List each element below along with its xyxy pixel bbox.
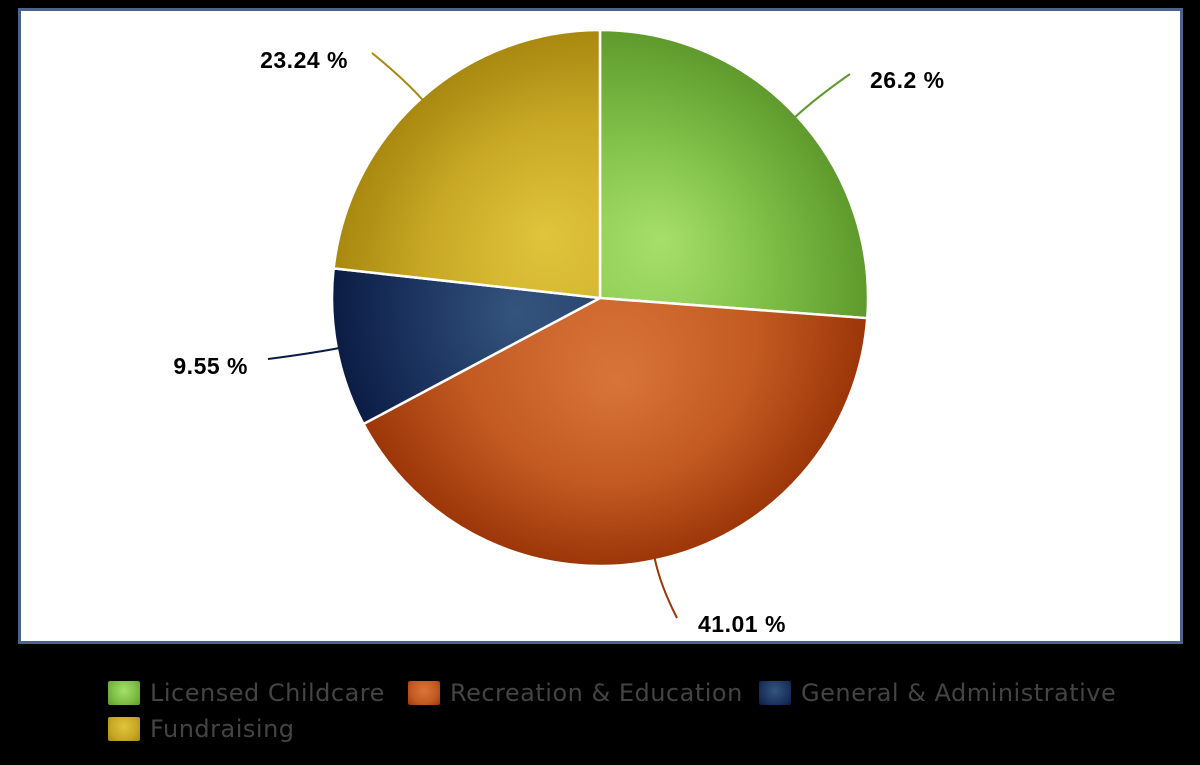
pie-slices (330, 28, 870, 568)
data-label-general-administrative: 9.55 % (173, 353, 248, 379)
legend-swatch (759, 681, 791, 705)
leader-line-fundraising (371, 52, 424, 101)
leader-line-general-administrative (267, 347, 339, 360)
leader-line-recreation-education (653, 558, 678, 619)
legend-item-fundraising[interactable]: Fundraising (108, 714, 295, 744)
data-label-fundraising: 23.24 % (260, 47, 348, 73)
legend-label: Fundraising (150, 715, 295, 743)
legend: Licensed Childcare Recreation & Educatio… (108, 676, 1168, 756)
pie-slice-fundraising[interactable] (332, 28, 602, 300)
legend-swatch (408, 681, 440, 705)
data-label-recreation-education: 41.01 % (698, 611, 786, 637)
legend-label: Recreation & Education (450, 679, 743, 707)
leader-lines (267, 52, 851, 619)
data-labels: 26.2 % 41.01 % 9.55 % 23.24 % (173, 47, 944, 637)
legend-item-recreation-education[interactable]: Recreation & Education (408, 678, 743, 708)
legend-item-licensed-childcare[interactable]: Licensed Childcare (108, 678, 385, 708)
legend-label: Licensed Childcare (150, 679, 385, 707)
pie-slice-licensed-childcare[interactable] (598, 28, 870, 320)
legend-item-general-administrative[interactable]: General & Administrative (759, 678, 1116, 708)
data-label-licensed-childcare: 26.2 % (870, 67, 945, 93)
leader-line-licensed-childcare (794, 73, 851, 118)
legend-swatch (108, 717, 140, 741)
legend-swatch (108, 681, 140, 705)
legend-label: General & Administrative (801, 679, 1117, 707)
